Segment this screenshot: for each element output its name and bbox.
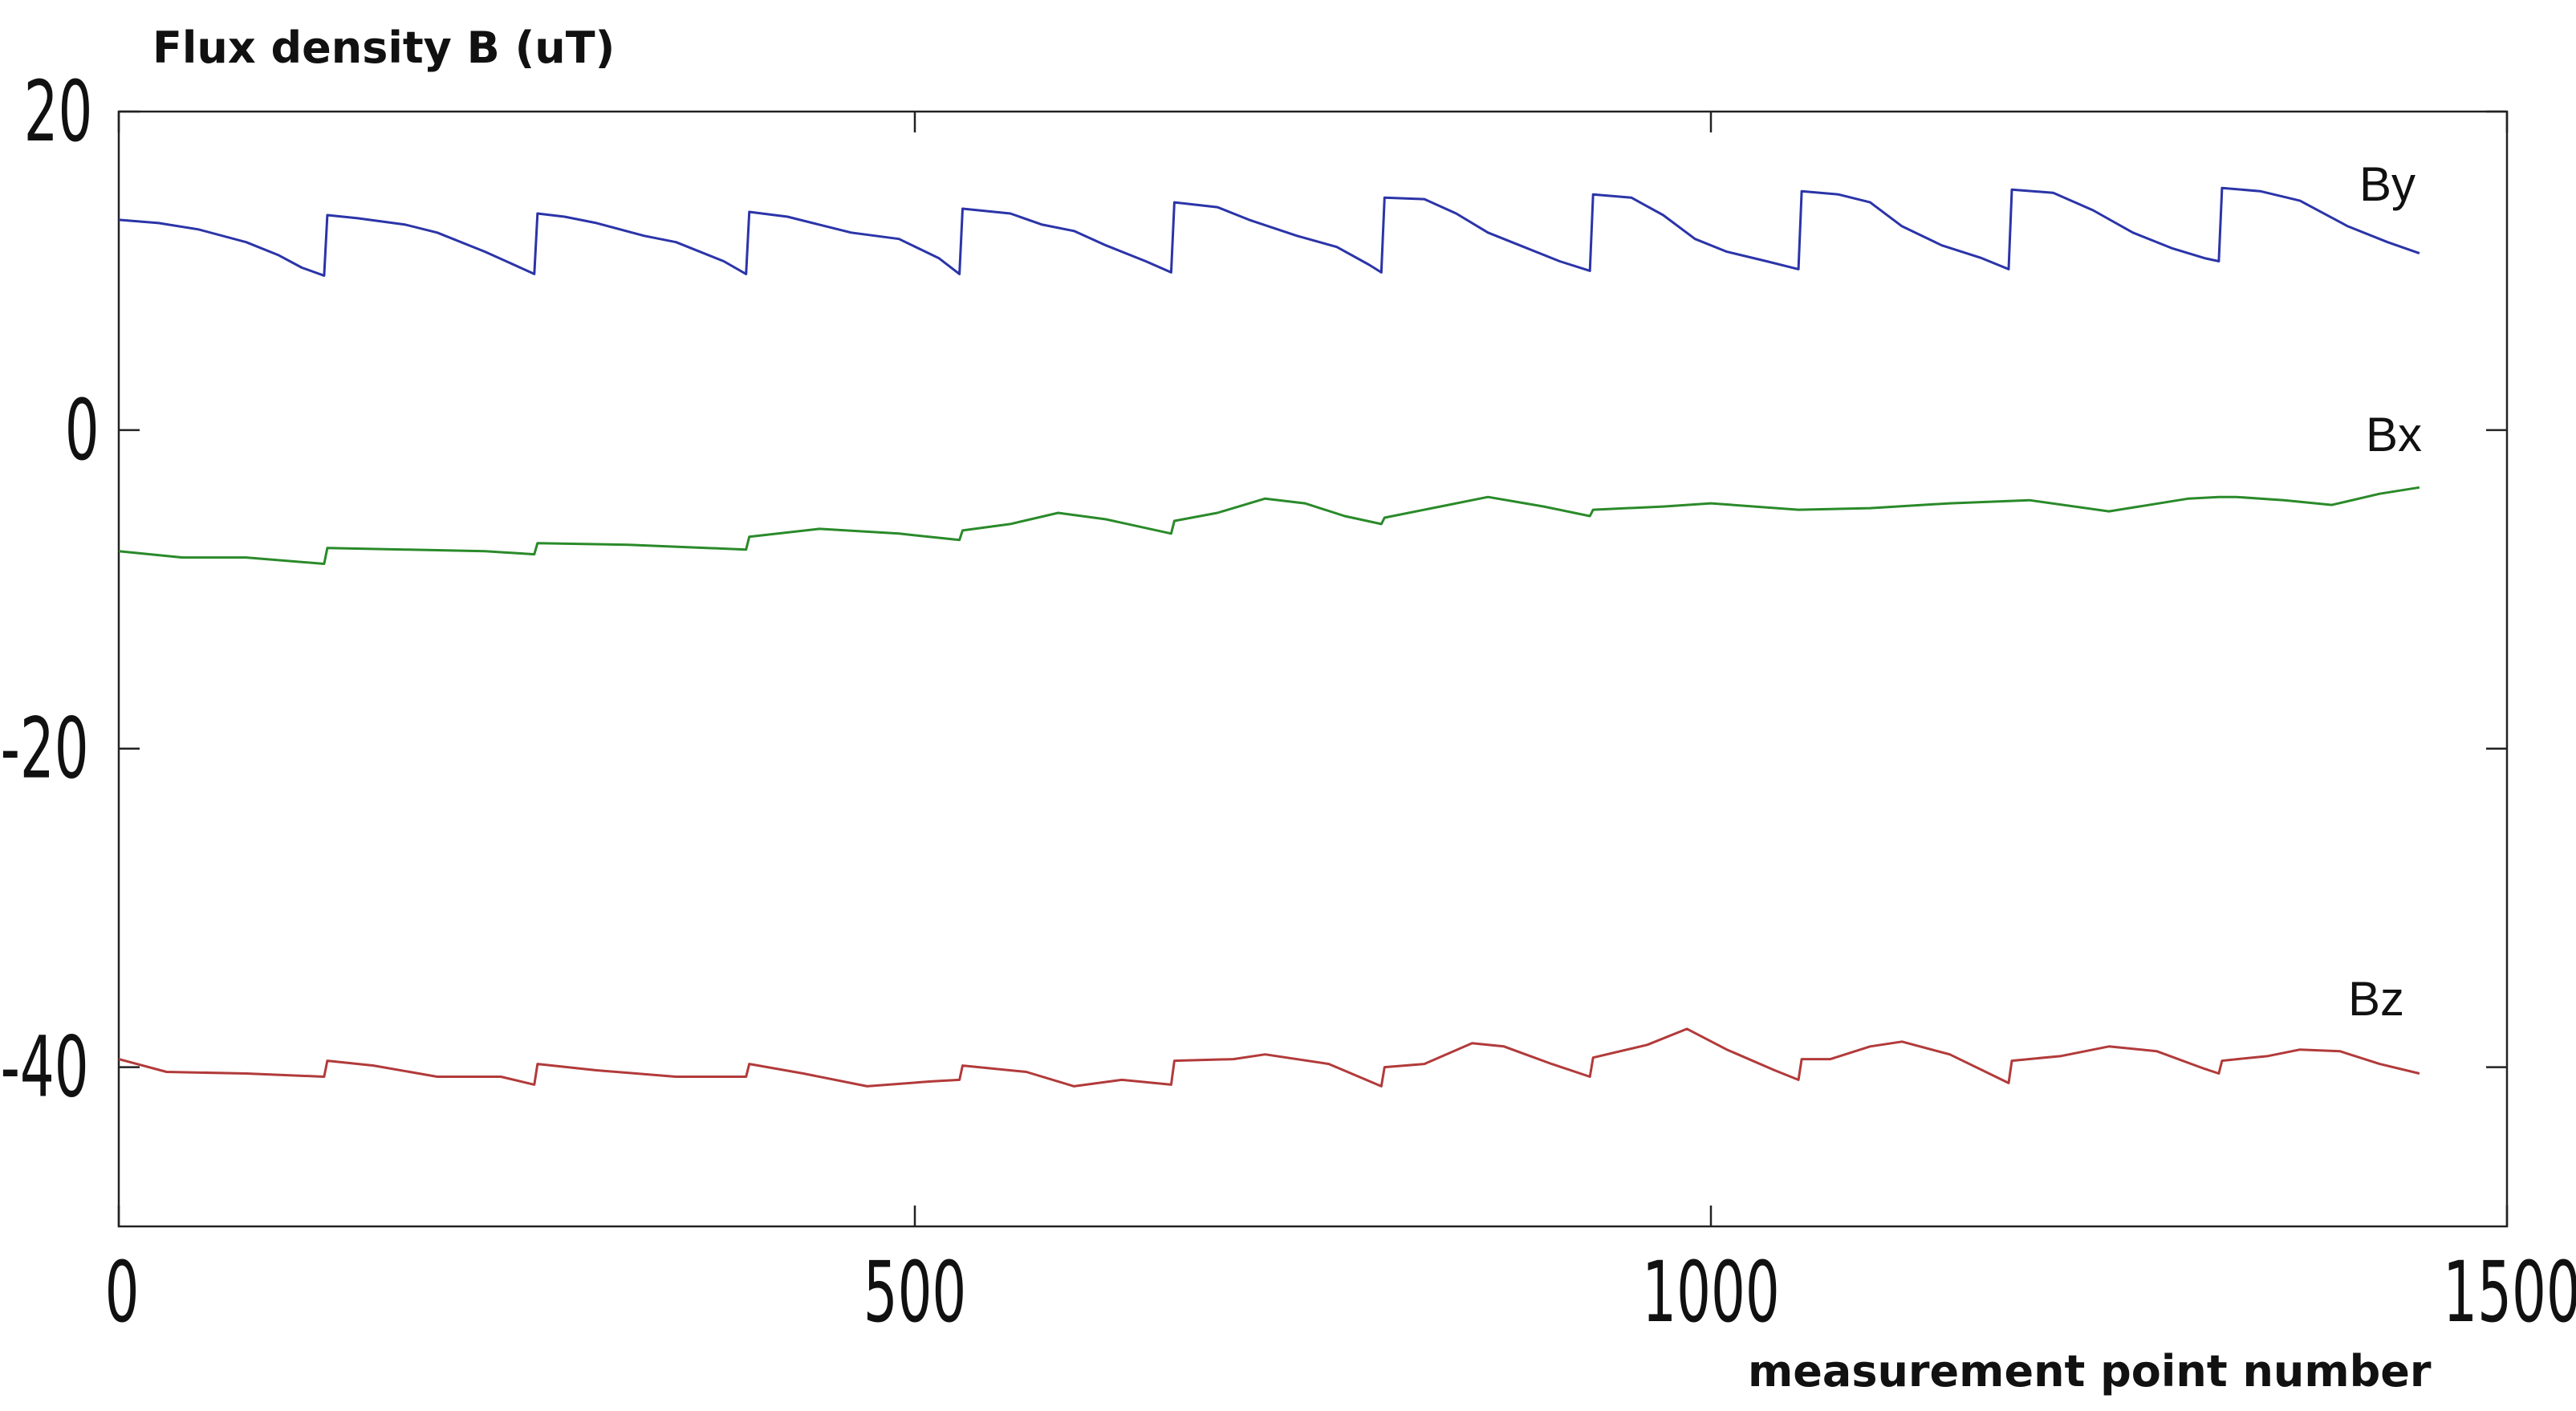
- x-tick-label: 500: [863, 1245, 967, 1342]
- series-line-by: [118, 186, 2420, 277]
- y-tick-label: 20: [24, 64, 93, 161]
- x-tick-label: 0: [105, 1245, 140, 1342]
- series-layer: By Bx Bz: [118, 157, 2422, 1088]
- series-line-bx: [118, 486, 2420, 565]
- series-label-bz: Bz: [2348, 972, 2404, 1026]
- plot-frame: [117, 110, 2509, 1228]
- y-tick-label: -40: [1, 1019, 89, 1116]
- y-axis-label: Flux density B (uT): [152, 22, 615, 73]
- x-tick-label: 1500: [2443, 1245, 2576, 1342]
- series-label-by: By: [2359, 157, 2416, 211]
- axis-ticks: 20 0 -20 -40 0 500 1000 1500: [1, 64, 2576, 1342]
- y-tick-label: 0: [65, 383, 100, 480]
- x-tick-label: 1000: [1642, 1245, 1779, 1342]
- y-tick-label: -20: [1, 701, 89, 798]
- series-label-bx: Bx: [2366, 408, 2422, 462]
- series-line-bz: [118, 1027, 2420, 1088]
- x-axis-label: measurement point number: [1748, 1346, 2432, 1397]
